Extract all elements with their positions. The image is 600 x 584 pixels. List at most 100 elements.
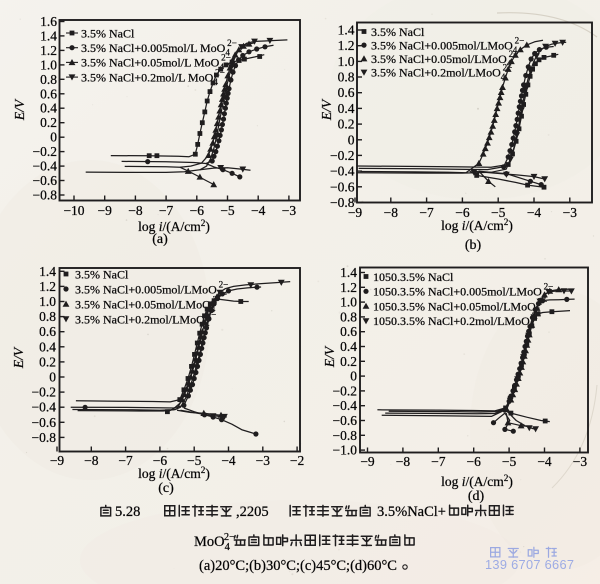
svg-text:−0.4: −0.4: [333, 398, 358, 413]
svg-text:−0.6: −0.6: [330, 179, 355, 194]
svg-text:E/V: E/V: [11, 346, 26, 369]
svg-text:−7: −7: [419, 205, 434, 220]
svg-text:1.4: 1.4: [340, 265, 357, 280]
svg-text:−0.6: −0.6: [32, 415, 57, 430]
svg-text:−0.4: −0.4: [33, 159, 58, 174]
svg-text:3.5% NaCl+0.2mol/LMoO42−: 3.5% NaCl+0.2mol/LMoO42−: [371, 63, 512, 83]
svg-text:0.6: 0.6: [338, 85, 355, 100]
svg-text:0.8: 0.8: [338, 70, 355, 85]
svg-text:3.5% NaCl: 3.5% NaCl: [75, 267, 129, 281]
svg-text:−0.8: −0.8: [330, 195, 355, 210]
svg-text:log i/(A/cm2): log i/(A/cm2): [441, 217, 513, 233]
svg-text:0.4: 0.4: [338, 101, 355, 116]
svg-text:139 6707 6667: 139 6707 6667: [485, 557, 574, 572]
svg-text:1.0: 1.0: [338, 54, 355, 69]
svg-text:−0.6: −0.6: [33, 173, 58, 188]
svg-text:0.2: 0.2: [338, 117, 355, 132]
svg-text:1.0: 1.0: [340, 295, 357, 310]
svg-text:3.5% NaCl+0.05mol/L MoO42−: 3.5% NaCl+0.05mol/L MoO42−: [81, 53, 231, 73]
svg-text:(a)20°C;(b)30°C;(c)45°C;(d)60°: (a)20°C;(b)30°C;(c)45°C;(d)60°C: [199, 558, 397, 574]
svg-text:E/V: E/V: [12, 98, 27, 121]
svg-text:3.5% NaCl: 3.5% NaCl: [81, 26, 135, 40]
svg-text:−0.8: −0.8: [32, 430, 57, 445]
svg-text:3.5% NaCl+0.005mol/LMoO42−: 3.5% NaCl+0.005mol/LMoO42−: [371, 35, 524, 55]
svg-text:1.0: 1.0: [40, 57, 57, 72]
svg-text:−10: −10: [63, 203, 84, 218]
svg-text:−9: −9: [50, 453, 65, 468]
svg-text:−9: −9: [360, 454, 375, 469]
svg-text:log i/(A/cm2): log i/(A/cm2): [441, 473, 513, 489]
svg-text:1.6: 1.6: [40, 14, 57, 29]
svg-text:−9: −9: [348, 205, 363, 220]
svg-text:0.8: 0.8: [40, 72, 57, 87]
svg-text:−6: −6: [153, 453, 168, 468]
svg-text:−3: −3: [282, 203, 297, 218]
svg-text:−7: −7: [159, 203, 174, 218]
svg-text:0.6: 0.6: [340, 324, 357, 339]
svg-text:3.5%NaCl+: 3.5%NaCl+: [377, 504, 446, 520]
svg-text:1.2: 1.2: [338, 38, 355, 53]
svg-text:−0.8: −0.8: [333, 428, 358, 443]
svg-text:log i/(A/cm2): log i/(A/cm2): [138, 465, 210, 481]
svg-text:−7: −7: [118, 453, 133, 468]
svg-text:−0.2: −0.2: [33, 144, 58, 159]
svg-text:0: 0: [50, 130, 57, 145]
svg-text:5.28: 5.28: [115, 504, 140, 520]
svg-text:(b): (b): [465, 238, 482, 253]
svg-text:−2: −2: [290, 453, 304, 468]
svg-text:1.4: 1.4: [40, 28, 57, 43]
svg-text:−0.2: −0.2: [330, 148, 355, 163]
svg-text:−4: −4: [527, 205, 542, 220]
svg-text:0.4: 0.4: [340, 339, 357, 354]
svg-text:−0.2: −0.2: [333, 383, 358, 398]
svg-text:0.2: 0.2: [340, 354, 357, 369]
svg-text:(c): (c): [158, 481, 174, 496]
svg-text:(a): (a): [152, 232, 168, 247]
svg-text:1050.3.5% NaCl: 1050.3.5% NaCl: [373, 270, 454, 284]
svg-text:−8: −8: [128, 203, 143, 218]
svg-text:1.4: 1.4: [338, 23, 355, 38]
svg-text:0.4: 0.4: [39, 339, 56, 354]
svg-text:−4: −4: [537, 454, 552, 469]
svg-text:−5: −5: [187, 453, 202, 468]
svg-text:3.5% NaCl+0.005mol/LMoO42−: 3.5% NaCl+0.005mol/LMoO42−: [75, 279, 228, 299]
svg-text:−6: −6: [190, 203, 205, 218]
svg-text:−3: −3: [563, 205, 578, 220]
svg-text:1050.3.5% NaCl+0.005mol/LMoO42: 1050.3.5% NaCl+0.005mol/LMoO42−: [373, 282, 553, 302]
svg-text:−5: −5: [502, 454, 517, 469]
svg-text:3.5% NaCl+0.005mol/L MoO42−: 3.5% NaCl+0.005mol/L MoO42−: [81, 38, 237, 58]
svg-text:3.5% NaCl+0.05mol/LMoO42−: 3.5% NaCl+0.05mol/LMoO42−: [371, 49, 518, 69]
svg-text:1.0: 1.0: [39, 294, 56, 309]
svg-text:−0.2: −0.2: [32, 385, 57, 400]
svg-text:−3: −3: [256, 453, 271, 468]
svg-text:1.2: 1.2: [340, 280, 357, 295]
svg-text:−8: −8: [384, 205, 399, 220]
svg-text:1050.3.5% NaCl+0.2mol/LMoO42−: 1050.3.5% NaCl+0.2mol/LMoO42−: [373, 311, 541, 331]
svg-text:MoO42−: MoO42−: [194, 532, 235, 553]
svg-text:−9: −9: [98, 203, 113, 218]
svg-text:0: 0: [49, 370, 56, 385]
svg-text:0.6: 0.6: [39, 324, 56, 339]
svg-text:E/V: E/V: [319, 98, 334, 121]
svg-text:−1.0: −1.0: [333, 443, 358, 458]
svg-text:−4: −4: [221, 453, 236, 468]
svg-text:−0.4: −0.4: [32, 400, 57, 415]
svg-text:−5: −5: [491, 205, 506, 220]
svg-text:−0.8: −0.8: [33, 188, 58, 203]
svg-text:−8: −8: [396, 454, 411, 469]
svg-text:1.2: 1.2: [39, 279, 56, 294]
svg-text:1.4: 1.4: [39, 264, 56, 279]
svg-text:−0.4: −0.4: [330, 164, 355, 179]
svg-text:−6: −6: [455, 205, 470, 220]
svg-text:−5: −5: [220, 203, 235, 218]
svg-text:0.2: 0.2: [40, 115, 57, 130]
svg-text:1050.3.5% NaCl+0.05mol/LMoO42−: 1050.3.5% NaCl+0.05mol/LMoO42−: [373, 296, 547, 316]
svg-text:−8: −8: [84, 453, 99, 468]
svg-text:0.8: 0.8: [39, 309, 56, 324]
svg-text:3.5% NaCl+0.2mol/L MoO42−: 3.5% NaCl+0.2mol/L MoO42−: [81, 67, 225, 87]
svg-text:−4: −4: [251, 203, 266, 218]
svg-text:−6: −6: [467, 454, 482, 469]
svg-text:log i/(A/cm2): log i/(A/cm2): [138, 218, 210, 234]
svg-text:3.5% NaCl+0.05mol/LMoO42−: 3.5% NaCl+0.05mol/LMoO42−: [75, 294, 222, 314]
svg-text:0.6: 0.6: [40, 86, 57, 101]
